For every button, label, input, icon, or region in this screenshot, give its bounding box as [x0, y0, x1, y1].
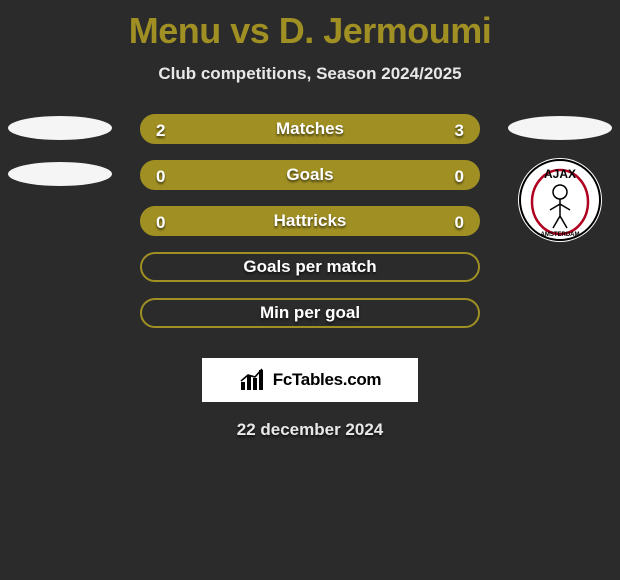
stat-value-right: 0 — [455, 208, 464, 238]
stat-label: Goals — [286, 165, 333, 185]
stat-label: Min per goal — [260, 303, 360, 323]
subtitle: Club competitions, Season 2024/2025 — [0, 64, 620, 84]
stat-value-right: 3 — [455, 116, 464, 146]
stat-pill: Hattricks 0 0 — [140, 206, 480, 236]
date-line: 22 december 2024 — [0, 420, 620, 440]
stat-pill: Min per goal — [140, 298, 480, 328]
team-left-placeholder-icon — [8, 162, 112, 186]
svg-text:AJAX: AJAX — [544, 167, 576, 181]
stat-label: Hattricks — [274, 211, 347, 231]
stat-label: Matches — [276, 119, 344, 139]
stat-pill: Matches 2 3 — [140, 114, 480, 144]
stat-pill: Goals per match — [140, 252, 480, 282]
stat-row: Goals per match — [0, 252, 620, 298]
bar-chart-icon — [239, 368, 267, 392]
branding-label: FcTables.com — [273, 370, 382, 390]
stat-row: Goals00 AJAX AMSTERDAM — [0, 160, 620, 206]
stat-row: Hattricks 0 0 — [0, 206, 620, 252]
stats-container: Matches23Goals00 AJAX AMSTERDAM Hattrick… — [0, 114, 620, 344]
stat-pill: Goals 0 0 — [140, 160, 480, 190]
stat-value-left: 0 — [156, 208, 165, 238]
stat-value-left: 2 — [156, 116, 165, 146]
branding-box: FcTables.com — [202, 358, 418, 402]
stat-row: Min per goal — [0, 298, 620, 344]
team-left-placeholder-icon — [8, 116, 112, 140]
stat-value-right: 0 — [455, 162, 464, 192]
page-title: Menu vs D. Jermoumi — [0, 0, 620, 52]
stat-value-left: 0 — [156, 162, 165, 192]
stat-label: Goals per match — [243, 257, 376, 277]
stat-row: Matches 2 3 — [0, 114, 620, 160]
team-right-placeholder-icon — [508, 116, 612, 140]
